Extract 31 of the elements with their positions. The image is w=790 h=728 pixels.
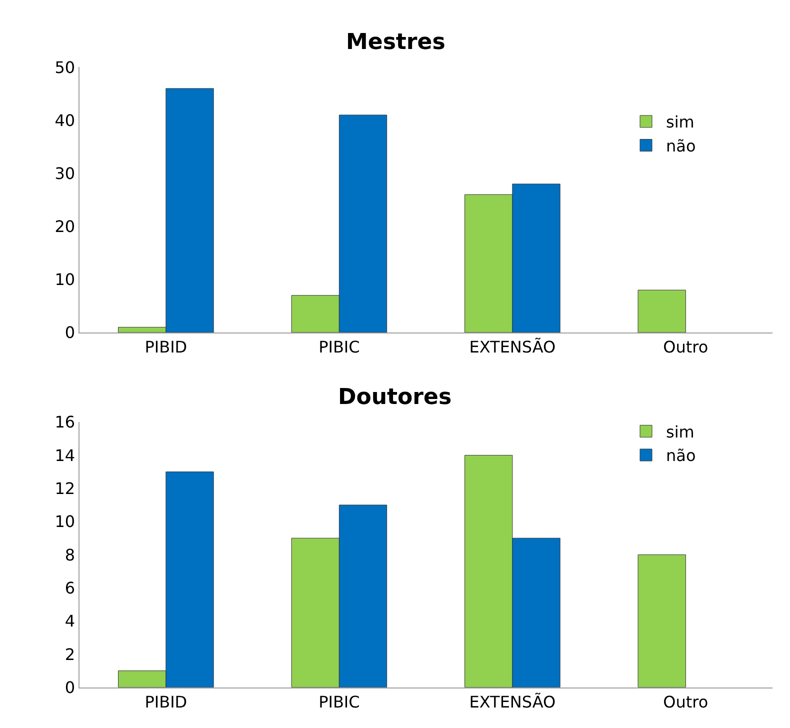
legend-label: sim [666, 422, 694, 442]
y-tick-label: 6 [64, 578, 76, 598]
x-tick-label: PIBIC [318, 338, 360, 357]
chart-title: Mestres [346, 30, 446, 55]
chart-title: Doutores [338, 385, 452, 410]
x-tick-label: EXTENSÃO [469, 692, 556, 712]
x-tick-label: Outro [663, 338, 708, 357]
y-tick-label: 10 [54, 512, 76, 532]
y-tick-label: 16 [54, 412, 76, 432]
legend-label: não [666, 446, 696, 466]
x-tick-label: PIBIC [318, 692, 360, 712]
y-tick-label: 8 [64, 545, 76, 564]
x-tick-label: PIBID [144, 692, 188, 712]
x-tick-label: EXTENSÃO [469, 338, 556, 357]
y-tick-label: 12 [54, 478, 76, 498]
y-tick-label: 40 [54, 110, 76, 130]
y-tick-label: 0 [64, 678, 76, 697]
x-tick-label: Outro [663, 692, 708, 712]
y-tick-label: 14 [54, 446, 76, 465]
y-tick-label: 4 [64, 612, 76, 631]
y-tick-label: 2 [64, 644, 76, 664]
y-tick-label: 0 [64, 323, 76, 342]
legend-label: não [666, 136, 696, 156]
bar [638, 554, 686, 688]
x-tick-label: PIBID [144, 338, 188, 357]
y-tick-label: 50 [54, 58, 76, 77]
legend-label: sim [666, 112, 694, 132]
y-tick-label: 20 [54, 216, 76, 236]
y-tick-label: 10 [54, 270, 76, 290]
y-tick-label: 30 [54, 164, 76, 183]
bar [638, 290, 686, 332]
